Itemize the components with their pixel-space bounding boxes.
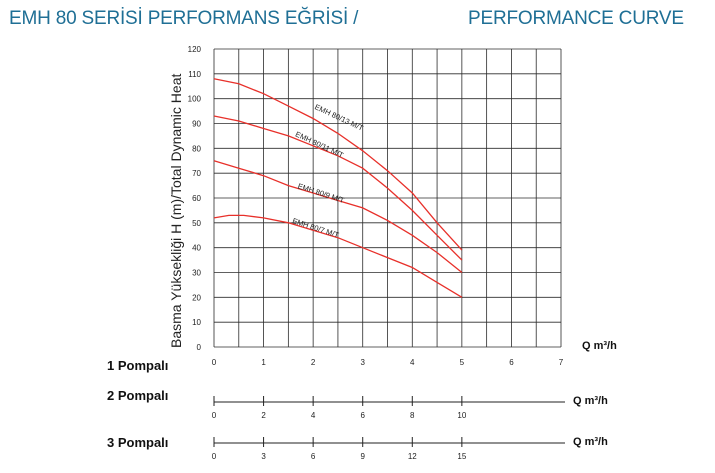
x-tick-label: 1 (261, 358, 266, 367)
x-tick-label: 2 (311, 358, 316, 367)
y-tick-label: 100 (188, 95, 202, 104)
y-tick-label: 50 (192, 219, 201, 228)
pump-axis-tick-label: 10 (457, 411, 466, 420)
pump-axis-tick-label: 4 (311, 411, 316, 420)
x-tick-label: 4 (410, 358, 415, 367)
pump-axis-tick-label: 0 (212, 452, 217, 461)
x-tick-label: 5 (460, 358, 465, 367)
series-line (213, 160, 463, 274)
pump-axis-tick-label: 8 (410, 411, 415, 420)
x-axis-ticks: 0 1 2 3 4 5 6 7 (212, 358, 564, 367)
x-tick-label: 6 (509, 358, 514, 367)
y-tick-label: 40 (192, 244, 201, 253)
y-tick-label: 30 (192, 269, 201, 278)
series-label: EMH 80/13 M/T (313, 102, 365, 133)
chart-curves (213, 78, 463, 298)
y-tick-label: 110 (188, 70, 201, 79)
pump-2-axis: 0 2 4 6 8 10 (212, 396, 565, 420)
chart-grid (213, 48, 562, 348)
x-axis-unit-label: Q m³/h (582, 340, 617, 352)
y-tick-label: 10 (192, 318, 201, 327)
pump-3-unit-label: Q m³/h (573, 436, 608, 448)
x-tick-label: 7 (559, 358, 564, 367)
pump-axis-tick-label: 0 (212, 411, 217, 420)
series-line (213, 214, 463, 298)
y-tick-label: 90 (192, 120, 201, 129)
pump-2-label: 2 Pompalı (107, 388, 168, 403)
chart-title-en: PERFORMANCE CURVE (468, 8, 684, 29)
y-tick-label: 0 (197, 343, 202, 352)
y-tick-label: 120 (188, 45, 202, 54)
y-axis-ticks: 0 10 20 30 40 50 60 70 80 90 100 110 120 (188, 45, 202, 352)
pump-axis-tick-label: 2 (261, 411, 266, 420)
series-label: EMH 80/9 M/T (297, 181, 346, 205)
x-tick-label: 3 (360, 358, 365, 367)
series-line (213, 78, 463, 251)
y-axis-label: Basma Yüksekliği H (m)/Total Dynamic Hea… (168, 74, 184, 348)
pump-axis-tick-label: 6 (311, 452, 316, 461)
pump-3-axis: 0 3 6 9 12 15 (212, 437, 565, 461)
pump-axis-tick-label: 6 (360, 411, 365, 420)
series-label: EMH 80/7 M/T (291, 216, 340, 240)
y-tick-label: 20 (192, 293, 201, 302)
y-tick-label: 80 (192, 144, 201, 153)
pump-2-unit-label: Q m³/h (573, 395, 608, 407)
y-tick-label: 60 (192, 194, 201, 203)
series-line (213, 115, 463, 261)
pump-axis-tick-label: 15 (457, 452, 466, 461)
x-tick-label: 0 (212, 358, 217, 367)
pump-axis-tick-label: 9 (360, 452, 365, 461)
pump-axis-tick-label: 3 (261, 452, 266, 461)
pump-3-label: 3 Pompalı (107, 435, 168, 450)
chart-title-tr: EMH 80 SERİSİ PERFORMANS EĞRİSİ / (9, 8, 359, 29)
y-tick-label: 70 (192, 169, 201, 178)
pump-1-label: 1 Pompalı (107, 358, 168, 373)
pump-axis-tick-label: 12 (408, 452, 417, 461)
